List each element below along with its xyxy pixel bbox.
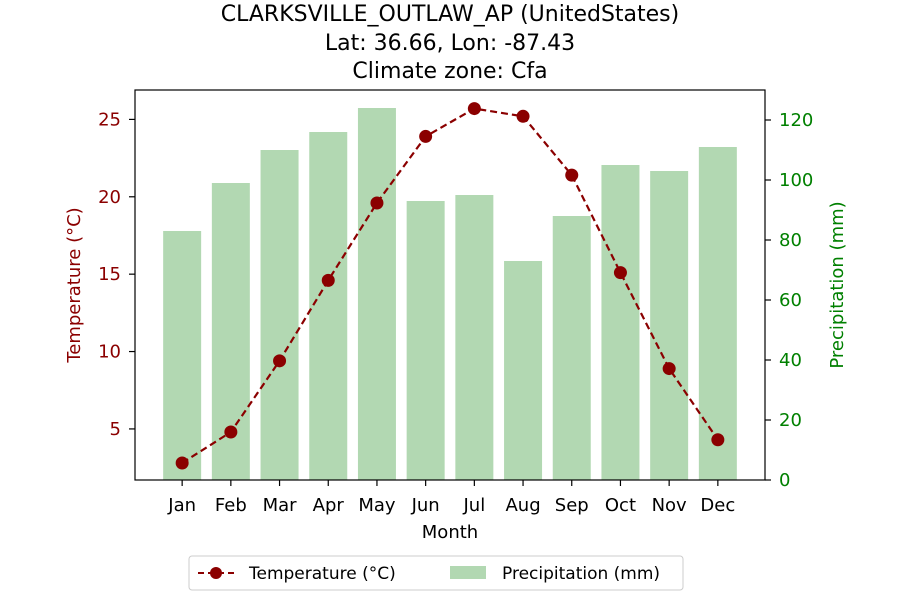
x-tick-label: Dec — [700, 495, 735, 516]
x-tick-label: Oct — [605, 495, 636, 516]
plot-frame — [134, 89, 766, 481]
right-axis-label: Precipitation (mm) — [827, 201, 848, 368]
chart-title-line-3: Climate zone: Cfa — [352, 59, 547, 84]
precipitation-bar — [357, 108, 396, 480]
temperature-series-line — [181, 107, 719, 464]
chart-title-line-2: Lat: 36.66, Lon: -87.43 — [325, 31, 575, 56]
precipitation-bar — [601, 165, 640, 480]
legend-precipitation-swatch-icon — [450, 566, 486, 579]
precipitation-bar — [504, 261, 543, 480]
precipitation-bars — [163, 108, 737, 480]
chart-title-line-1: CLARKSVILLE_OUTLAW_AP (UnitedStates) — [221, 2, 679, 27]
precipitation-bar — [455, 195, 494, 480]
x-axis-ticks: Jan Feb Mar Apr May Jun Jul Aug Sep Oct Nov Dec — [167, 480, 735, 516]
legend-frame — [188, 555, 684, 591]
temperature-point — [273, 354, 287, 368]
precipitation-bar — [552, 216, 591, 480]
legend-temperature-label: Temperature (°C) — [248, 564, 396, 584]
precipitation-bar — [260, 150, 299, 480]
legend-temperature-marker-icon — [210, 567, 222, 579]
temperature-point — [370, 196, 384, 210]
right-tick-label: 0 — [779, 470, 790, 491]
left-tick-label: 10 — [98, 342, 121, 363]
temperature-point — [662, 362, 676, 376]
temperature-point — [711, 433, 725, 447]
precipitation-bar — [309, 132, 348, 480]
right-tick-label: 20 — [779, 410, 802, 431]
left-axis-label: Temperature (°C) — [64, 207, 85, 363]
temperature-point — [467, 102, 481, 116]
x-tick-label: Aug — [505, 495, 540, 516]
temperature-point — [175, 456, 189, 470]
x-tick-label: Jan — [167, 495, 196, 516]
temperature-point — [516, 109, 530, 123]
x-tick-label: Apr — [313, 495, 345, 516]
temperature-point — [565, 168, 579, 182]
x-tick-label: Feb — [215, 495, 247, 516]
right-tick-label: 80 — [779, 230, 802, 251]
temperature-point — [419, 129, 433, 143]
left-tick-label: 5 — [110, 419, 121, 440]
x-tick-label: Nov — [652, 495, 687, 516]
x-axis-label: Month — [422, 522, 478, 543]
left-tick-label: 15 — [98, 264, 121, 285]
temperature-point — [321, 273, 335, 287]
right-axis-ticks: 0 20 40 60 80 100 120 — [765, 110, 813, 491]
x-tick-label: Mar — [263, 495, 298, 516]
right-tick-label: 40 — [779, 350, 802, 371]
precipitation-bar — [698, 147, 737, 480]
precipitation-bar — [163, 231, 202, 480]
x-tick-label: Jun — [411, 495, 440, 516]
legend: Temperature (°C) Precipitation (mm) — [188, 555, 684, 591]
right-tick-label: 60 — [779, 290, 802, 311]
temperature-point — [224, 425, 238, 439]
left-tick-label: 20 — [98, 187, 121, 208]
temperature-line — [175, 102, 725, 470]
x-tick-label: Jul — [462, 495, 485, 516]
temperature-point — [613, 266, 627, 280]
right-tick-label: 100 — [779, 170, 813, 191]
left-tick-label: 25 — [98, 109, 121, 130]
right-tick-label: 120 — [779, 110, 813, 131]
precipitation-bar — [406, 201, 445, 480]
left-axis-ticks: 5 10 15 20 25 — [98, 109, 135, 440]
precipitation-bar — [650, 171, 689, 480]
legend-precipitation-label: Precipitation (mm) — [502, 564, 660, 584]
x-tick-label: May — [358, 495, 396, 516]
x-tick-label: Sep — [555, 495, 589, 516]
